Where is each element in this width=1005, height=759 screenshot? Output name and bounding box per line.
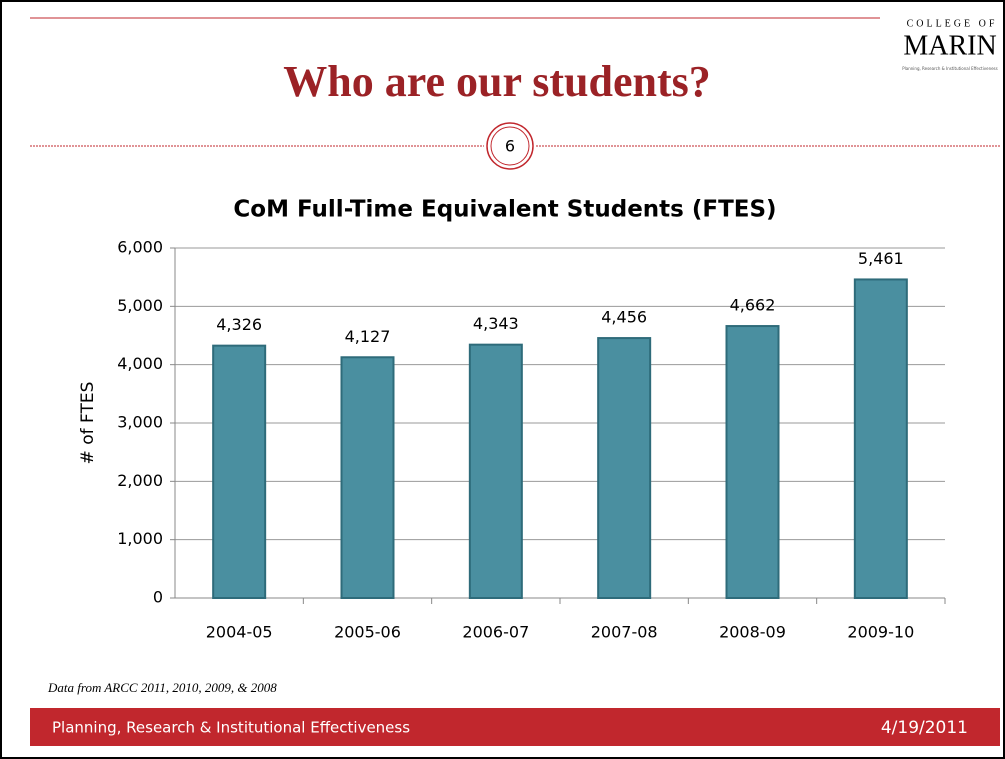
x-tick-label: 2004-05 (206, 623, 273, 642)
x-tick-label: 2005-06 (334, 623, 401, 642)
x-tick-label: 2007-08 (591, 623, 658, 642)
value-label: 5,461 (858, 249, 904, 268)
value-label: 4,456 (601, 308, 647, 327)
value-label: 4,343 (473, 314, 519, 333)
value-label: 4,326 (216, 315, 262, 334)
y-axis-label: # of FTES (78, 382, 98, 465)
y-tick-label: 1,000 (117, 529, 163, 548)
y-tick-label: 6,000 (117, 238, 163, 257)
bar (468, 343, 523, 599)
footer-text: Planning, Research & Institutional Effec… (52, 719, 410, 737)
page-number: 6 (505, 137, 515, 156)
footer-bar (30, 708, 1000, 746)
plot: 0 1,000 2,000 3,000 4,000 5,000 6,000 2004-05 4,… (117, 238, 946, 642)
footer-date: 4/19/2011 (881, 718, 968, 738)
x-tick-label: 2008-09 (719, 623, 786, 642)
value-label: 4,662 (730, 296, 776, 315)
source-note: Data from ARCC 2011, 2010, 2009, & 2008 (47, 680, 277, 695)
page-circle-inner (490, 126, 530, 166)
bar (853, 278, 908, 599)
bar (212, 344, 267, 599)
chart-title: CoM Full-Time Equivalent Students (FTES) (233, 197, 776, 223)
logo-line3: Planning, Research & Institutional Effec… (902, 66, 997, 71)
y-tick-label: 2,000 (117, 471, 163, 490)
y-tick-label: 5,000 (117, 296, 163, 315)
y-tick-label: 0 (153, 588, 163, 607)
bar (597, 337, 652, 599)
slide-title: Who are our students? (283, 57, 710, 106)
y-tick-label: 4,000 (117, 354, 163, 373)
value-label: 4,127 (345, 327, 391, 346)
x-tick-label: 2006-07 (462, 623, 529, 642)
logo-line2: MARIN (903, 30, 996, 61)
x-tick-label: 2009-10 (847, 623, 914, 642)
bar (340, 356, 395, 599)
logo-line1: COLLEGE OF (907, 18, 998, 29)
y-tick-label: 3,000 (117, 413, 163, 432)
bar (725, 325, 780, 599)
